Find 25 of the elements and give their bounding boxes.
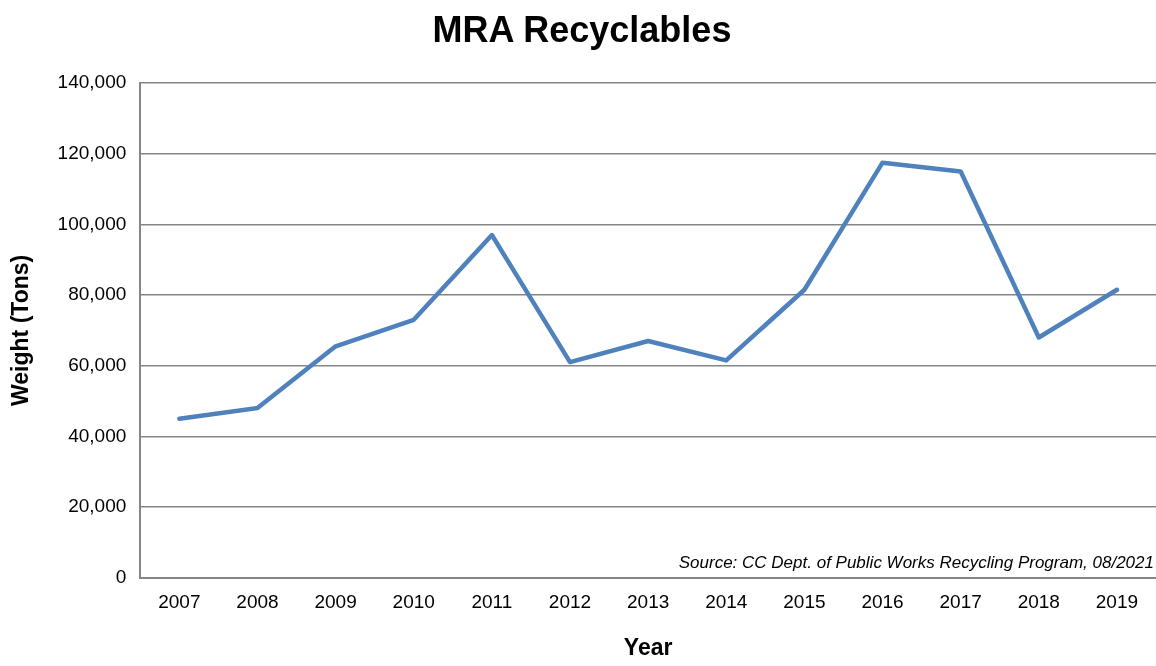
x-axis-title: Year [623,633,673,660]
x-tick-label: 2008 [236,591,279,613]
x-tick-label: 2015 [783,591,826,613]
y-tick-label: 80,000 [68,283,127,305]
x-tick-label: 2019 [1095,591,1139,613]
x-tick-label: 2018 [1017,591,1060,613]
chart-title: MRA Recyclables [432,8,732,50]
x-tick-label: 2017 [939,591,982,613]
y-axis-title: Weight (Tons) [7,254,34,406]
y-tick-label: 20,000 [68,495,127,517]
y-tick-label: 100,000 [57,212,127,234]
y-tick-label: 0 [115,565,127,587]
y-tick-label: 60,000 [68,353,127,375]
x-tick-label: 2009 [314,591,357,613]
x-tick-label: 2013 [627,591,670,613]
annotation: Source: CC Dept. of Public Works Recycling Program, 08/2021 [678,552,1154,572]
x-tick-label: 2014 [705,591,748,613]
x-tick-label: 2007 [158,591,201,613]
y-tick-label: 40,000 [68,424,127,446]
x-tick-label: 2012 [548,591,592,613]
y-tick-label: 120,000 [57,142,127,164]
y-tick-label: 140,000 [57,71,127,93]
x-tick-label: 2010 [392,591,435,613]
x-tick-label: 2016 [861,591,904,613]
x-tick-label: 2011 [471,591,513,613]
